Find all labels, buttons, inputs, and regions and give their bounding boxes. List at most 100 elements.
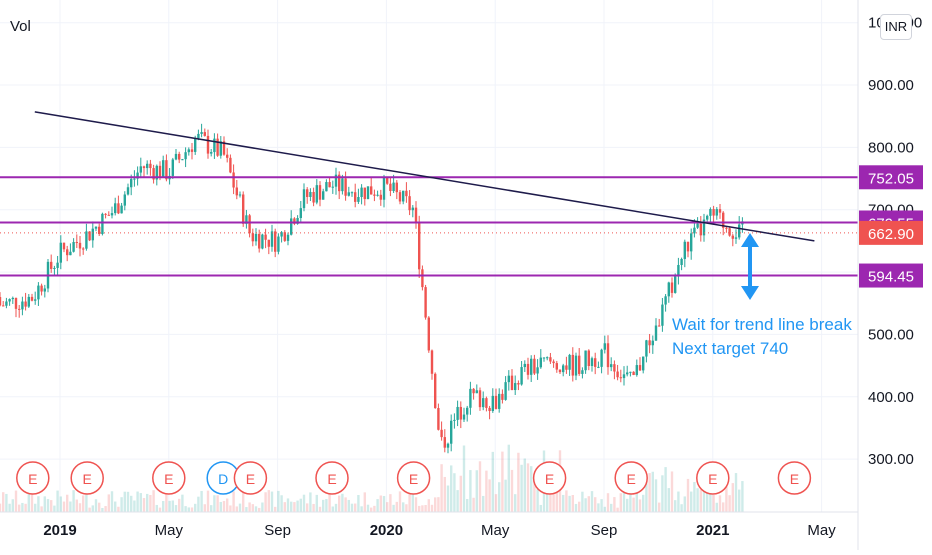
candle-body [210,152,213,154]
volume-bar [517,452,520,512]
volume-bar [286,498,290,512]
volume-bar [328,493,331,512]
candle-body [693,227,696,234]
volume-bar [485,470,488,512]
volume-bar [142,498,146,512]
volume-bar [379,495,382,512]
candle-body [734,237,738,239]
volume-bar [450,465,453,512]
candle-body [562,365,565,373]
volume-bar [270,491,274,512]
candle-body [555,363,558,370]
time-tick-label: May [481,522,510,539]
volume-bar [370,507,373,512]
volume-bar [514,494,517,512]
candle-body [482,398,485,408]
candle-body [661,304,664,326]
volume-bar [59,496,62,512]
volume-bar [702,482,706,512]
volume-bar [302,494,306,512]
candle-body [373,194,376,196]
volume-bar [43,496,46,512]
volume-bar [130,495,133,512]
volume-bar [507,444,510,512]
candle-body [539,357,542,368]
trend-line [34,111,815,242]
candle-body [658,325,661,327]
volume-bar [718,495,722,512]
candle-body [213,138,216,153]
time-tick-label: Sep [264,522,291,539]
volume-bar [366,504,370,512]
candle-body [549,357,552,362]
volume-bar [290,501,293,512]
volume-bar [162,500,165,512]
volume-bar [315,494,318,512]
candle-body [632,371,635,376]
volume-bar [235,506,238,512]
candle-body [654,325,658,341]
candle-body [299,208,302,218]
candle-body [245,215,248,224]
candle-body [296,217,299,224]
volume-bar [338,495,341,512]
candle-body [283,232,286,241]
candle-body [597,366,600,368]
annotation-layer: Wait for trend line break .. Next target … [672,233,866,358]
volume-bar [69,501,72,512]
candle-body [158,165,162,178]
volume-bar [491,451,494,512]
grid-layer [0,0,858,512]
candle-body [181,159,184,161]
last-price-label: 662.90 [868,226,914,243]
candle-body [651,340,654,346]
candle-body [558,369,562,373]
candle-body [610,364,613,368]
earnings-marker [16,461,50,495]
last-price-badge [859,220,923,245]
earnings-marker [777,461,812,495]
volume-bar [14,490,18,512]
volume-bar [677,491,680,512]
volume-bar [203,504,206,512]
volume-bar [645,474,648,512]
volume-bar [459,475,462,512]
candle-body [667,282,670,297]
candle-body [203,132,206,136]
volume-bar [626,498,629,512]
volume-bar [120,497,123,512]
volume-bar [363,492,366,512]
volume-bar [664,467,667,512]
candle-body [514,383,517,391]
candle-body [293,218,296,224]
volume-bar [216,495,219,512]
volume-bar [424,505,427,512]
time-tick-label: 2019 [43,522,76,539]
candle-body [24,301,27,307]
currency-badge[interactable]: INR [880,14,912,40]
volume-indicator-label[interactable]: Vol [10,18,31,35]
volume-bar [136,491,139,512]
volume-bar [222,500,226,512]
candle-body [98,226,101,235]
level-price-badge [859,165,923,190]
candle-body [443,437,446,448]
volume-bar [565,490,568,512]
volume-bar [331,506,334,512]
volume-bar [165,494,168,512]
volume-bar [619,493,622,512]
candle-body [62,242,66,250]
candle-body [456,406,459,420]
volume-bar [696,488,699,512]
volume-bar [635,490,638,512]
candle-body [94,226,98,229]
volume-bar [66,494,69,512]
price-tick-label: 300.00 [868,451,914,468]
volume-bar [686,478,690,512]
candle-body [130,178,133,188]
volume-bar [91,505,94,512]
volume-bar [690,491,693,512]
candle-body [370,186,373,195]
